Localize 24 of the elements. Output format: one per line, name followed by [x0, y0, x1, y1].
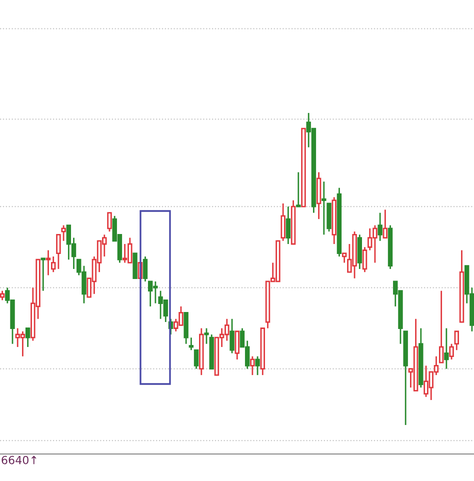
candlestick [378, 212, 382, 242]
candlestick [188, 336, 194, 351]
candlestick [454, 330, 459, 351]
text: 6640↑ [2, 456, 36, 464]
candlestick [449, 343, 454, 360]
candlestick [382, 208, 388, 238]
candlestick [250, 356, 255, 376]
candlestick [0, 290, 5, 301]
candlestick [50, 256, 56, 273]
candlestick [286, 206, 291, 245]
candlestick [25, 328, 30, 348]
candlestick [107, 212, 112, 232]
candlestick [234, 330, 240, 360]
candlestick [255, 356, 260, 376]
candlestick [362, 246, 368, 273]
candlestick [56, 234, 61, 270]
candlestick [280, 202, 286, 242]
candlestick [61, 224, 66, 242]
candlestick [142, 256, 148, 282]
candlestick [194, 349, 199, 370]
candlestick [230, 318, 234, 354]
candlestick [438, 290, 444, 364]
candlestick [444, 328, 449, 370]
candlestick [342, 252, 347, 264]
